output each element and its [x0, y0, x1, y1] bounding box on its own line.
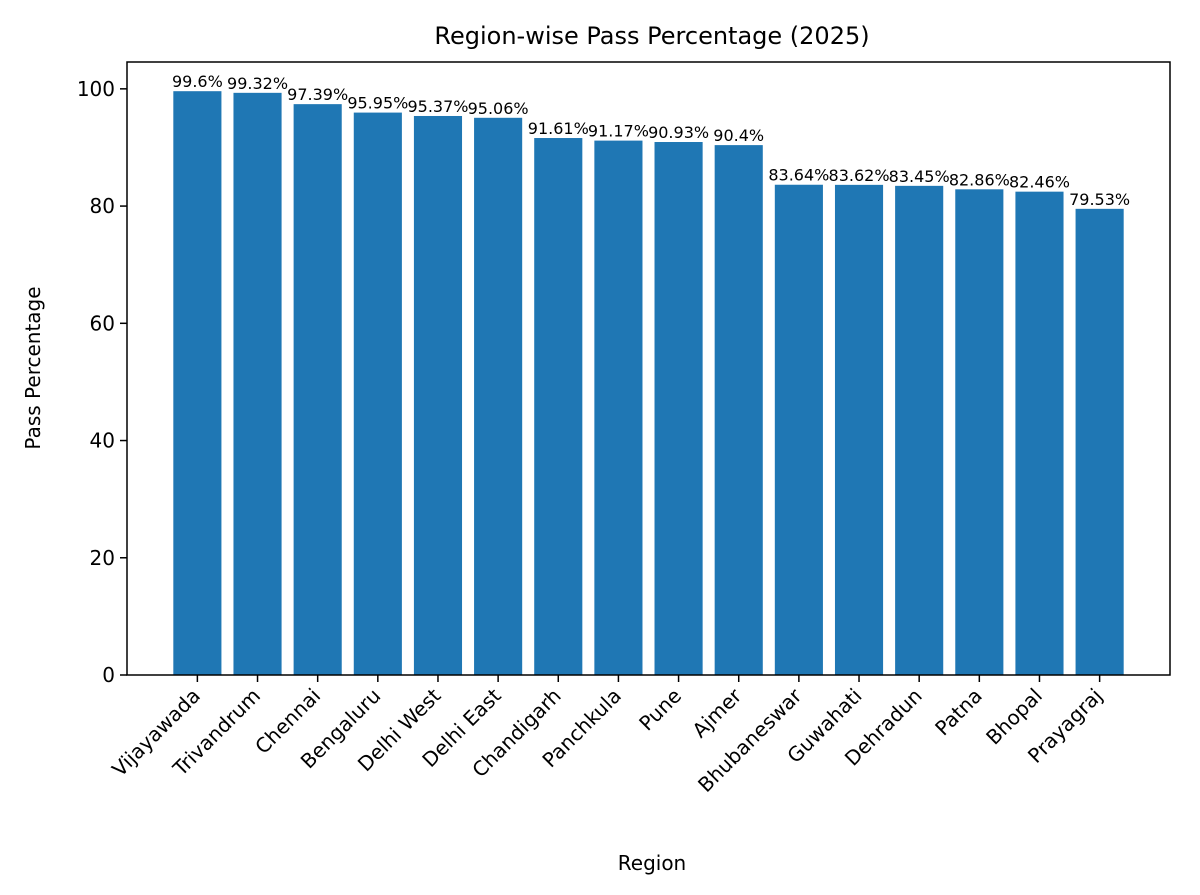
data-label: 95.37%	[407, 97, 468, 116]
x-tick-label: Patna	[930, 684, 987, 741]
y-tick-label: 0	[102, 663, 115, 687]
axes-frame	[126, 61, 1171, 676]
bar-delhi-west	[413, 115, 463, 675]
y-tick-label: 60	[90, 311, 115, 335]
data-label: 83.45%	[889, 167, 950, 186]
bar-chennai	[293, 104, 342, 676]
data-label: 99.6%	[172, 72, 223, 91]
bar-ajmer	[714, 145, 763, 676]
data-label: 82.46%	[1009, 173, 1070, 192]
y-tick-label: 40	[90, 429, 115, 453]
data-label: 82.86%	[949, 170, 1010, 189]
bar-trivandrum	[233, 92, 282, 675]
y-tick-label: 80	[90, 194, 115, 218]
y-tick-label: 20	[90, 546, 115, 570]
data-label: 90.4%	[713, 126, 764, 145]
data-label: 91.61%	[528, 119, 589, 138]
x-tick-label: Ajmer	[687, 683, 746, 742]
x-tick-label: Pune	[634, 684, 686, 736]
data-label: 79.53%	[1069, 190, 1130, 209]
data-label: 99.32%	[227, 74, 288, 93]
data-label: 95.95%	[347, 94, 408, 113]
bar-panchkula	[594, 140, 643, 675]
data-label: 95.06%	[468, 99, 529, 118]
data-label: 83.62%	[829, 166, 890, 185]
y-tick-label: 100	[77, 77, 115, 101]
x-tick-label: Bhubaneswar	[693, 683, 807, 797]
data-label: 91.17%	[588, 122, 649, 141]
data-label: 90.93%	[648, 123, 709, 142]
bar-chandigarh	[534, 138, 583, 676]
data-label: 97.39%	[287, 85, 348, 104]
bar-guwahati	[834, 184, 884, 675]
bar-vijayawada	[173, 91, 222, 675]
y-axis-label: Pass Percentage	[21, 286, 45, 449]
chart-title: Region-wise Pass Percentage (2025)	[434, 22, 869, 50]
x-axis-label: Region	[618, 851, 686, 875]
bar-delhi-east	[474, 117, 523, 675]
data-label: 83.64%	[768, 166, 829, 185]
bar-bengaluru	[353, 112, 402, 676]
bar-patna	[955, 189, 1004, 675]
bar-dehradun	[895, 185, 944, 675]
bar-bhubaneswar	[774, 184, 823, 676]
bar-pune	[654, 142, 703, 676]
bar-prayagraj	[1075, 208, 1124, 676]
bar-bhopal	[1015, 191, 1064, 676]
